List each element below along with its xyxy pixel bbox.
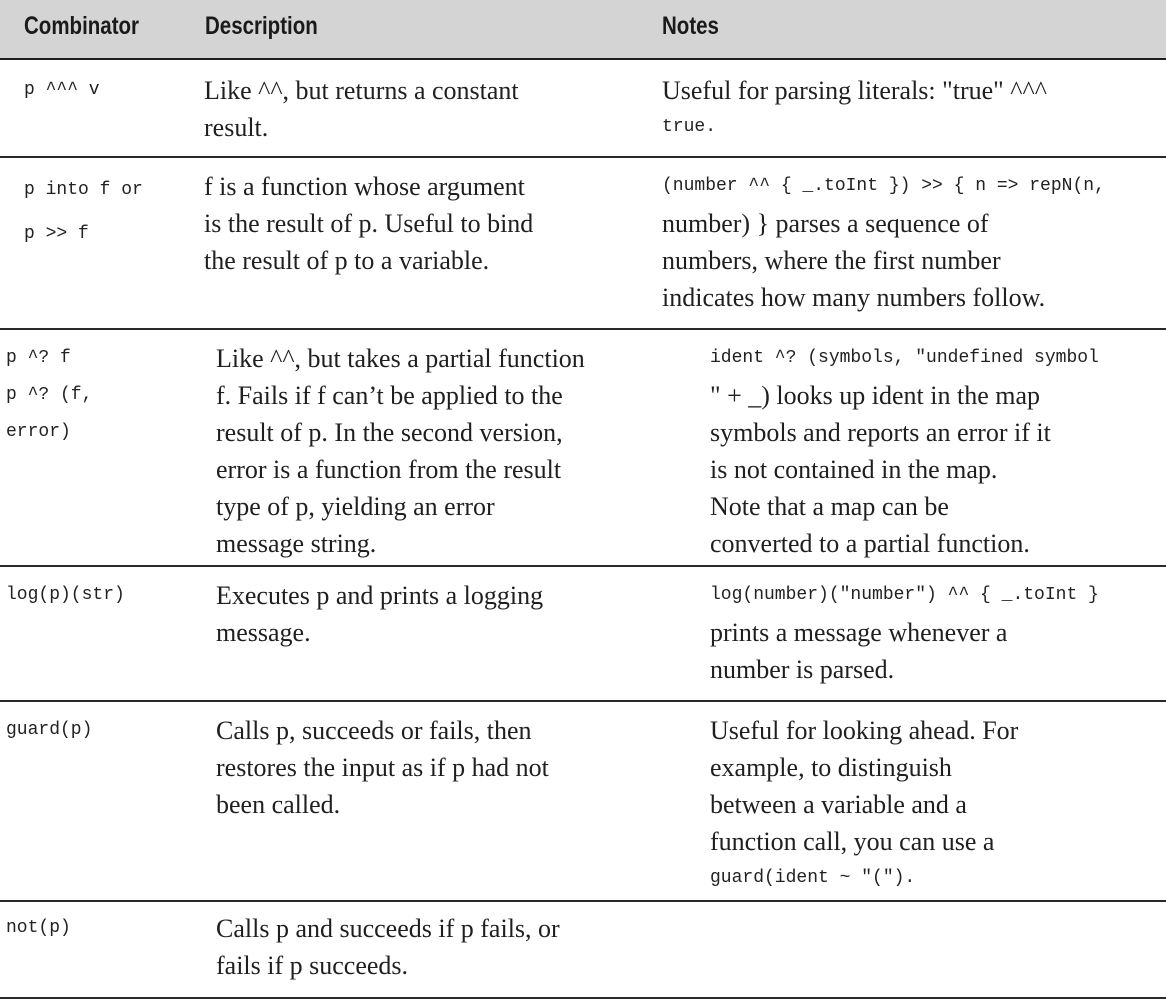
- table-header: Combinator Description Notes: [0, 0, 1166, 60]
- row4-description: Calls p, succeeds or fails, then restore…: [216, 716, 549, 819]
- row5-description: Calls p and succeeds if p fails, or fail…: [216, 914, 560, 980]
- row5-combinator: not(p): [6, 918, 71, 938]
- row-divider: [0, 328, 1166, 330]
- row3-combinator: log(p)(str): [6, 585, 125, 605]
- row-divider: [0, 156, 1166, 158]
- row3-notes: log(number)("number") ^^ { _.toInt } pri…: [710, 585, 1099, 684]
- row-divider: [0, 900, 1166, 902]
- row1-combinator: p into f or p >> f: [24, 180, 143, 244]
- row2-notes: ident ^? (symbols, "undefined symbol " +…: [710, 348, 1099, 558]
- row0-combinator: p ^^^ v: [24, 80, 100, 100]
- row0-description: Like ^^, but returns a constant result.: [204, 76, 519, 142]
- row3-description: Executes p and prints a logging message.: [216, 581, 544, 647]
- header-notes: Notes: [662, 12, 719, 40]
- row-divider: [0, 565, 1166, 567]
- row4-notes: Useful for looking ahead. For example, t…: [710, 716, 1019, 888]
- table-bottom-rule: [0, 997, 1166, 999]
- header-description: Description: [205, 12, 318, 40]
- row4-combinator: guard(p): [6, 720, 93, 740]
- row2-description: Like ^^, but takes a partial function f.…: [216, 344, 585, 558]
- header-combinator: Combinator: [24, 12, 140, 40]
- row-divider: [0, 700, 1166, 702]
- row1-notes: (number ^^ { _.toInt }) >> { n => repN(n…: [662, 176, 1105, 312]
- row0-notes: Useful for parsing literals: "true" ^^^ …: [662, 76, 1047, 137]
- row2-combinator: p ^? f p ^? (f, error): [6, 348, 93, 442]
- row1-description: f is a function whose argument is the re…: [204, 172, 534, 275]
